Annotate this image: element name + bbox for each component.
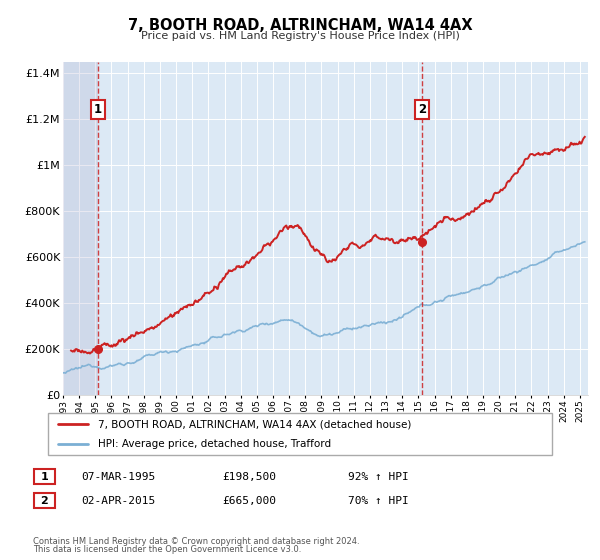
Text: 7, BOOTH ROAD, ALTRINCHAM, WA14 4AX (detached house): 7, BOOTH ROAD, ALTRINCHAM, WA14 4AX (det… <box>98 419 412 430</box>
Text: 7, BOOTH ROAD, ALTRINCHAM, WA14 4AX: 7, BOOTH ROAD, ALTRINCHAM, WA14 4AX <box>128 18 472 33</box>
Text: £665,000: £665,000 <box>222 496 276 506</box>
Text: £198,500: £198,500 <box>222 472 276 482</box>
Text: 92% ↑ HPI: 92% ↑ HPI <box>348 472 409 482</box>
Text: Price paid vs. HM Land Registry's House Price Index (HPI): Price paid vs. HM Land Registry's House … <box>140 31 460 41</box>
Text: Contains HM Land Registry data © Crown copyright and database right 2024.: Contains HM Land Registry data © Crown c… <box>33 537 359 546</box>
Text: 2: 2 <box>41 496 48 506</box>
Text: HPI: Average price, detached house, Trafford: HPI: Average price, detached house, Traf… <box>98 439 332 449</box>
Text: 70% ↑ HPI: 70% ↑ HPI <box>348 496 409 506</box>
Text: 2: 2 <box>418 104 427 116</box>
Text: 1: 1 <box>41 472 48 482</box>
Bar <box>63 62 98 395</box>
Text: This data is licensed under the Open Government Licence v3.0.: This data is licensed under the Open Gov… <box>33 545 301 554</box>
Text: 02-APR-2015: 02-APR-2015 <box>81 496 155 506</box>
Text: 07-MAR-1995: 07-MAR-1995 <box>81 472 155 482</box>
Text: 1: 1 <box>94 104 102 116</box>
